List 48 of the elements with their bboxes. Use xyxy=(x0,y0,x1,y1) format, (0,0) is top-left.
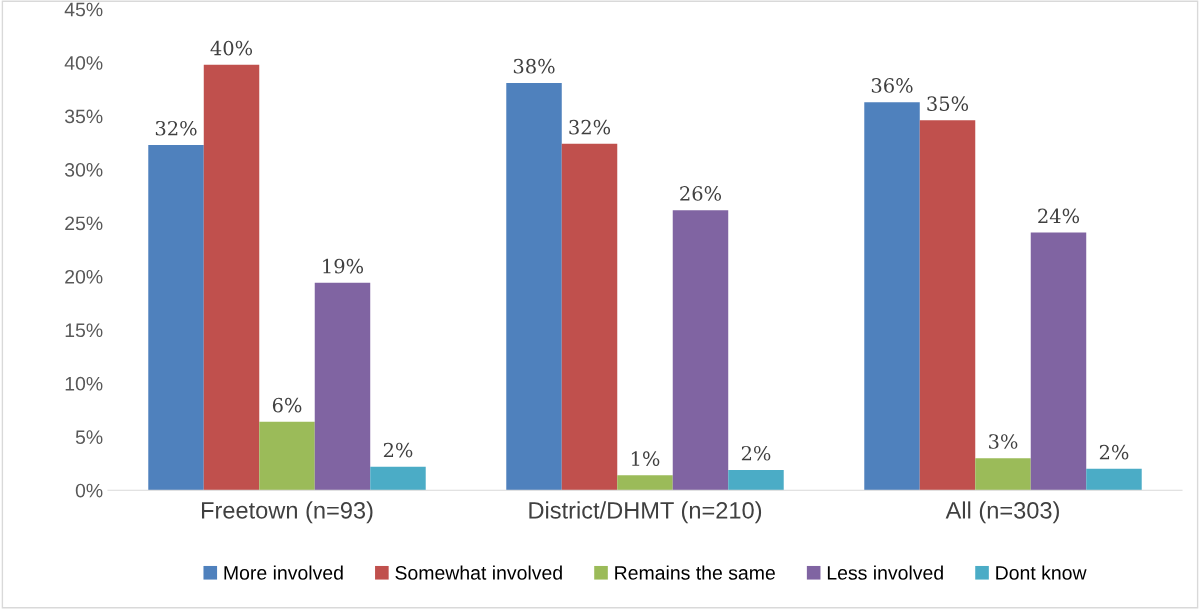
bar xyxy=(506,82,562,491)
data-label: 40% xyxy=(210,40,253,56)
x-tick-label: Freetown (n=93) xyxy=(202,501,373,524)
data-label: 2% xyxy=(1099,444,1129,460)
y-tick-label: 10% xyxy=(65,376,103,391)
data-label: 35% xyxy=(927,96,969,111)
bar xyxy=(259,421,315,491)
data-label: 26% xyxy=(680,186,722,201)
bar xyxy=(728,469,784,491)
y-tick-label: 5% xyxy=(75,430,103,445)
data-label: 2% xyxy=(741,445,771,461)
y-tick-label: 20% xyxy=(65,269,103,284)
legend-label: Dont know xyxy=(996,565,1087,580)
bar xyxy=(561,143,618,491)
data-label: 36% xyxy=(871,78,913,93)
bar xyxy=(1086,468,1142,491)
bar xyxy=(617,475,673,491)
x-tick-label: All (n=303) xyxy=(945,501,1059,524)
data-label: 1% xyxy=(631,451,660,466)
data-label: 6% xyxy=(272,397,302,413)
data-label: 32% xyxy=(569,119,611,135)
y-tick-label: 15% xyxy=(65,323,103,338)
bar xyxy=(975,458,1031,491)
y-tick-label: 0% xyxy=(75,483,103,498)
bar xyxy=(864,102,920,491)
legend-label: Remains the same xyxy=(615,565,775,580)
bar xyxy=(919,120,976,491)
bar xyxy=(148,144,204,491)
data-label: 19% xyxy=(323,258,364,274)
x-tick-label: District/DHMT (n=210) xyxy=(529,501,762,524)
data-label: 2% xyxy=(383,442,413,458)
bar xyxy=(1030,232,1087,491)
y-tick-label: 30% xyxy=(64,162,103,177)
bar xyxy=(314,282,371,491)
legend-label: Less involved xyxy=(827,565,943,580)
data-label: 24% xyxy=(1038,208,1080,224)
data-label: 3% xyxy=(989,434,1018,449)
data-label: 38% xyxy=(513,58,555,74)
bar xyxy=(370,466,426,491)
bar xyxy=(203,64,260,491)
bar xyxy=(672,210,729,491)
legend-label: More involved xyxy=(224,565,343,580)
legend-label: Somewhat involved xyxy=(395,565,562,580)
y-tick-label: 40% xyxy=(64,56,103,70)
data-label: 32% xyxy=(155,120,197,136)
y-tick-label: 45% xyxy=(64,2,103,17)
y-tick-label: 25% xyxy=(65,216,103,231)
y-tick-label: 35% xyxy=(64,109,103,124)
